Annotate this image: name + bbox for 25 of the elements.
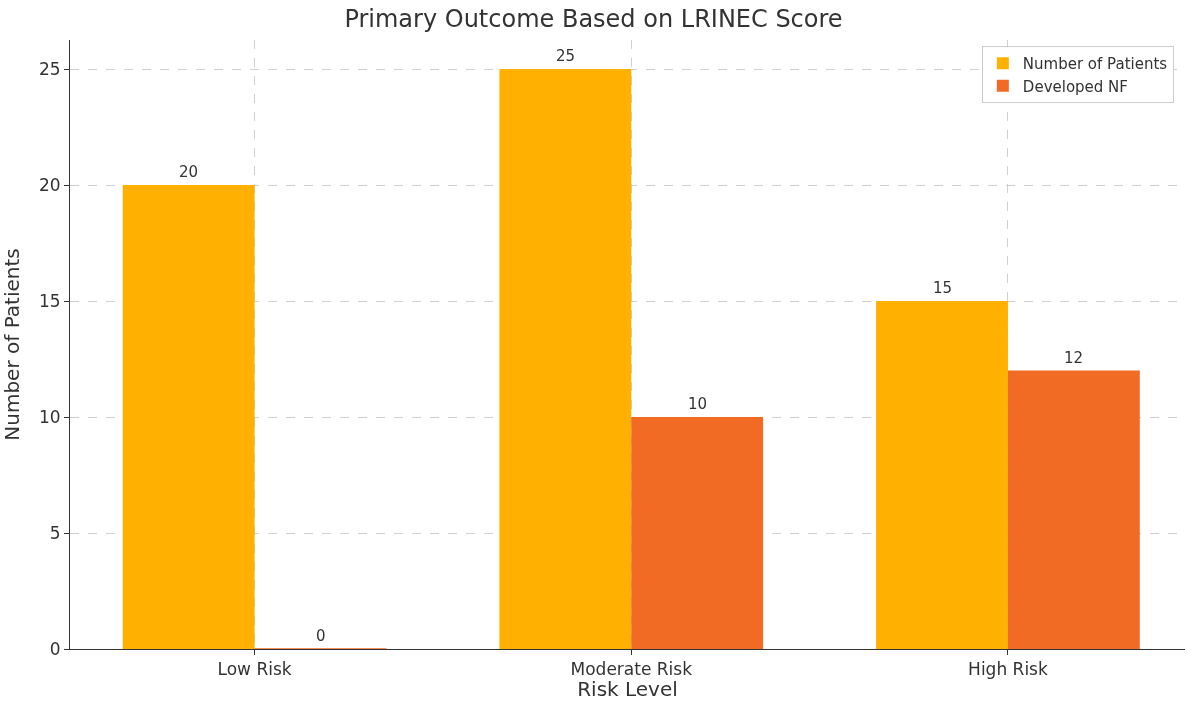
chart-title: Primary Outcome Based on LRINEC Score <box>344 5 843 34</box>
bar <box>122 185 255 649</box>
data-label: 15 <box>933 279 953 297</box>
x-tick-label: High Risk <box>968 659 1048 680</box>
y-tick-label: 15 <box>38 290 61 311</box>
bar <box>499 69 632 649</box>
data-label: 0 <box>316 627 326 645</box>
bar <box>631 417 764 649</box>
y-tick-label: 0 <box>49 638 61 659</box>
y-tick-label: 20 <box>38 174 61 195</box>
x-tick-label: Moderate Risk <box>570 659 693 680</box>
y-tick-label: 25 <box>38 58 61 79</box>
data-label: 20 <box>179 163 199 181</box>
legend-label: Developed NF <box>1022 77 1128 96</box>
y-tick-label: 10 <box>38 406 61 427</box>
data-label: 10 <box>688 395 708 413</box>
data-label: 12 <box>1064 349 1084 367</box>
legend-label: Number of Patients <box>1022 55 1168 74</box>
y-axis-title: Number of Patients <box>0 248 24 441</box>
y-tick-label: 5 <box>49 522 61 543</box>
data-label: 25 <box>556 47 576 65</box>
bar <box>876 301 1008 649</box>
bar <box>1007 370 1140 649</box>
x-axis-title: Risk Level <box>577 677 678 701</box>
x-tick-label: Low Risk <box>217 659 292 680</box>
